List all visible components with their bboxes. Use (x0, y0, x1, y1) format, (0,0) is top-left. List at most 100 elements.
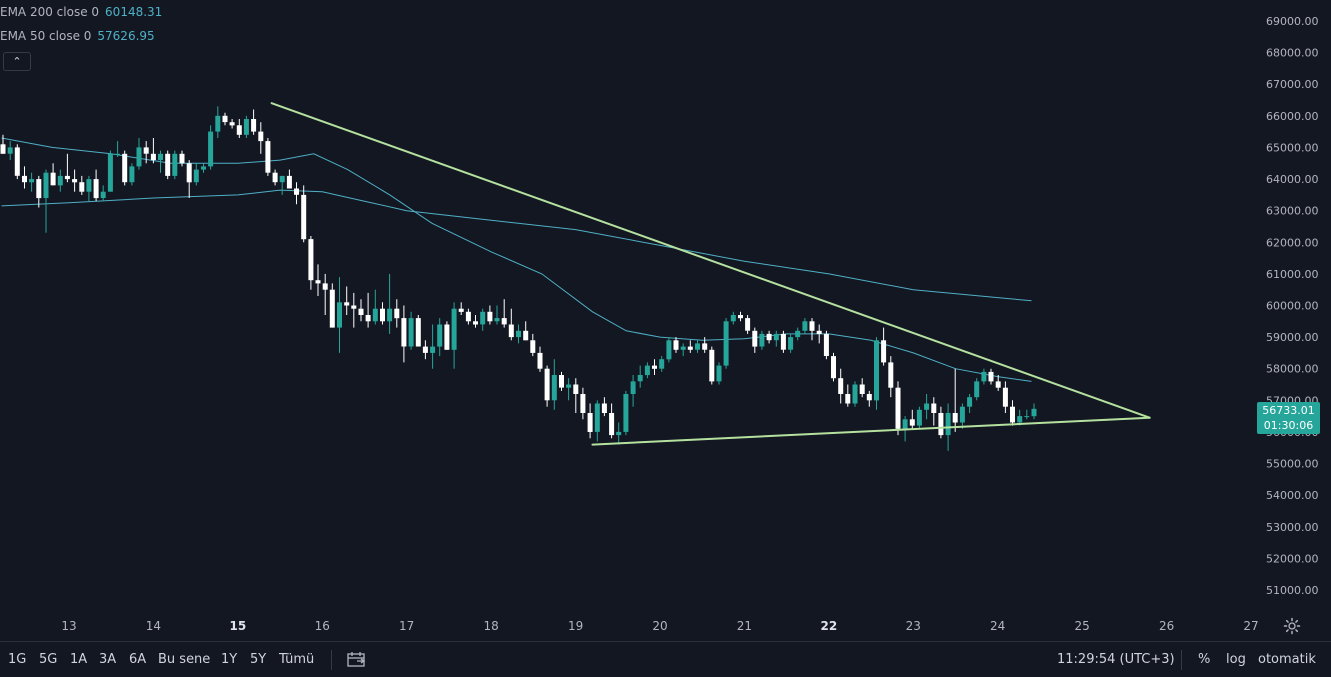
candle-body (236, 125, 242, 135)
candle-body (831, 356, 836, 379)
range-1g-button[interactable]: 1G (8, 652, 27, 667)
candle-body (508, 324, 514, 338)
candle-body (222, 115, 228, 123)
log-scale-button[interactable]: log (1226, 652, 1246, 667)
candle-body (115, 153, 121, 155)
last-price-badge: 56733.01 01:30:06 (1257, 402, 1320, 434)
candle-body (365, 315, 371, 322)
range-1a-button[interactable]: 1A (70, 652, 88, 667)
candle-body (351, 305, 357, 309)
candle-body (845, 394, 851, 404)
range-all-button[interactable]: Tümü (279, 652, 315, 667)
time-tick-label: 27 (1243, 619, 1258, 633)
candle-body (14, 147, 20, 176)
ema200-line (1, 189, 1032, 302)
candle-body (967, 397, 973, 407)
time-tick-label: 25 (1074, 619, 1089, 633)
time-tick-label: 20 (652, 619, 667, 633)
gear-icon[interactable] (1283, 617, 1301, 635)
price-tick-label: 51000.00 (1266, 584, 1319, 597)
date-range-icon[interactable] (347, 652, 367, 668)
candle-body (716, 365, 722, 382)
legend-collapse-button[interactable]: ⌃ (3, 52, 31, 71)
candle-body (823, 333, 829, 356)
candle-body (644, 365, 650, 376)
trendlines[interactable] (270, 102, 1151, 446)
range-ytd-button[interactable]: Bu sene (158, 652, 211, 667)
range-1y-button[interactable]: 1Y (221, 652, 238, 667)
legend-ema50[interactable]: EMA 50 close 0 57626.95 (0, 29, 155, 43)
candle-body (874, 340, 879, 401)
time-tick-label: 13 (61, 619, 76, 633)
timezone-clock[interactable]: 11:29:54 (UTC+3) (1057, 652, 1175, 667)
candle-body (265, 141, 271, 173)
candle-body (208, 131, 214, 167)
candle-body (7, 147, 13, 154)
toolbar-divider (331, 650, 332, 670)
candle-body (959, 406, 965, 423)
candle-body (394, 308, 400, 319)
range-6a-button[interactable]: 6A (129, 652, 147, 667)
candle-body (380, 308, 385, 322)
trendline-lower[interactable] (591, 416, 1151, 446)
candle-body (795, 330, 801, 338)
candle-body (995, 381, 1001, 388)
range-3a-button[interactable]: 3A (99, 652, 117, 667)
percent-scale-button[interactable]: % (1198, 652, 1211, 667)
candle-body (57, 175, 63, 186)
candle-body (286, 175, 292, 189)
candle-body (22, 175, 27, 183)
legend-ema200[interactable]: EMA 200 close 0 60148.31 (0, 5, 162, 19)
candle-body (308, 239, 314, 281)
candle-body (530, 340, 536, 353)
range-5y-button[interactable]: 5Y (250, 652, 267, 667)
candle-body (866, 394, 872, 401)
candle-body (150, 153, 156, 161)
price-tick-label: 67000.00 (1266, 78, 1319, 91)
time-tick-label: 14 (146, 619, 161, 633)
candle-body (745, 318, 751, 331)
price-tick-label: 64000.00 (1266, 173, 1319, 186)
last-price-value: 56733.01 (1262, 404, 1315, 417)
candle-body (329, 289, 335, 328)
candle-body (193, 169, 199, 183)
legend-ema50-value: 57626.95 (97, 29, 155, 43)
candle-body (1010, 406, 1015, 423)
candle-body (458, 308, 464, 312)
candle-body (358, 308, 364, 315)
price-axis[interactable]: 69000.00 68000.00 67000.00 66000.00 65000.00… (1266, 15, 1319, 597)
trendline-upper[interactable] (270, 102, 1151, 419)
auto-scale-button[interactable]: otomatik (1258, 652, 1316, 667)
price-tick-label: 54000.00 (1266, 489, 1319, 502)
candle-body (129, 166, 135, 183)
candle-body (709, 349, 715, 382)
candle-body (401, 318, 407, 347)
candle-body (1024, 416, 1030, 418)
candle-body (215, 115, 221, 132)
candle-body (172, 153, 178, 176)
candle-body (630, 381, 636, 394)
candle-body (93, 179, 99, 199)
candle-body (852, 384, 858, 404)
price-tick-label: 66000.00 (1266, 110, 1319, 123)
candle-body (43, 172, 49, 198)
price-chart[interactable]: 69000.00 68000.00 67000.00 66000.00 65000.00… (0, 0, 1331, 641)
candle-body (587, 413, 593, 432)
candle-body (437, 324, 443, 347)
candle-body (559, 375, 564, 388)
candle-body (802, 321, 808, 331)
candle-body (652, 365, 657, 369)
candle-body (766, 333, 772, 341)
candle-body (64, 175, 70, 180)
time-axis[interactable]: 13 14 15 16 17 18 19 20 21 22 23 24 25 26 27 (61, 619, 1258, 633)
candle-body (294, 188, 299, 195)
candle-body (988, 371, 994, 382)
candle-body (229, 122, 235, 126)
bottom-toolbar: 1G 5G 1A 3A 6A Bu sene 1Y 5Y Tümü 11:29:… (0, 641, 1331, 677)
price-tick-label: 68000.00 (1266, 47, 1319, 60)
candle-body (924, 403, 930, 410)
candle-body (738, 315, 743, 319)
candle-body (609, 413, 615, 436)
range-5g-button[interactable]: 5G (39, 652, 58, 667)
price-tick-label: 65000.00 (1266, 141, 1319, 154)
